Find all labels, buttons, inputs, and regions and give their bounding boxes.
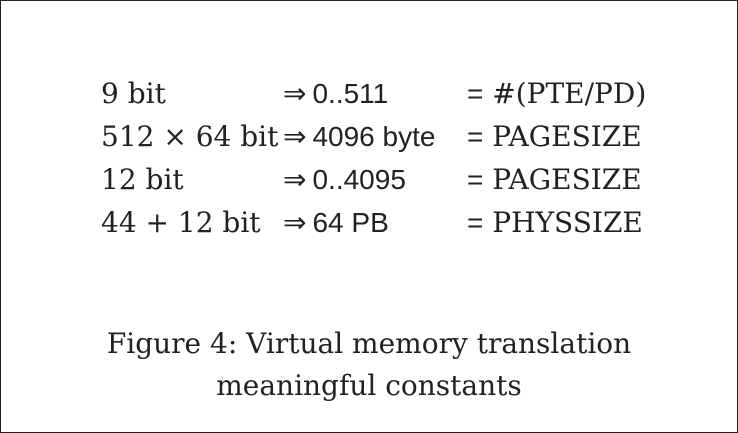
equals-sign: = <box>467 207 484 238</box>
implies-arrow: ⇒ <box>283 163 307 196</box>
bit-size: 44 + 12 bit <box>101 206 261 239</box>
value: 0..4095 <box>312 164 406 195</box>
bit-size: 512 × 64 bit <box>101 120 279 153</box>
caption-line-2: meaningful constants <box>216 369 522 402</box>
equals-sign: = <box>467 164 484 195</box>
arrow-value: ⇒ 0..4095 <box>283 163 406 196</box>
value: 4096 byte <box>312 121 436 152</box>
implies-arrow: ⇒ <box>283 206 307 239</box>
meaning: = PAGESIZE <box>467 163 642 196</box>
figure-caption: Figure 4: Virtual memory translation mea… <box>1 323 737 407</box>
bit-size: 12 bit <box>101 163 184 196</box>
meaning: = #(PTE/PD) <box>467 77 646 110</box>
meaning-text: PHYSSIZE <box>492 206 643 239</box>
meaning-text: PAGESIZE <box>492 120 642 153</box>
meaning-text: PAGESIZE <box>492 163 642 196</box>
meaning-text: #(PTE/PD) <box>492 77 647 110</box>
meaning: = PAGESIZE <box>467 120 642 153</box>
value: 0..511 <box>312 78 389 109</box>
bit-size: 9 bit <box>101 77 166 110</box>
implies-arrow: ⇒ <box>283 77 307 110</box>
equals-sign: = <box>467 78 484 109</box>
implies-arrow: ⇒ <box>283 120 307 153</box>
arrow-value: ⇒ 64 PB <box>283 206 389 239</box>
arrow-value: ⇒ 0..511 <box>283 77 388 110</box>
value: 64 PB <box>312 207 389 238</box>
equals-sign: = <box>467 121 484 152</box>
meaning: = PHYSSIZE <box>467 206 643 239</box>
arrow-value: ⇒ 4096 byte <box>283 120 435 153</box>
caption-line-1: Figure 4: Virtual memory translation <box>106 327 632 360</box>
